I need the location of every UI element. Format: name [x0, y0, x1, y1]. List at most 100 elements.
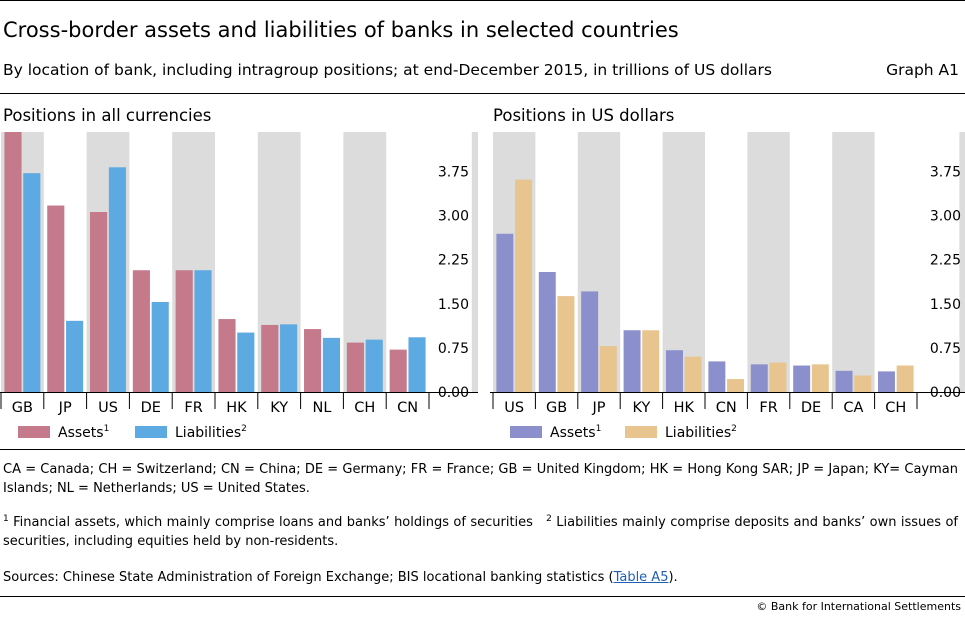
x-tick-label-hk: HK: [226, 400, 247, 416]
legend-swatch-liabilities: [625, 426, 657, 438]
bar-liabilities-fr: [194, 270, 212, 392]
bar-liabilities-us: [108, 167, 126, 392]
bar-liabilities-gb: [23, 173, 41, 392]
sources-suffix: ).: [668, 570, 678, 585]
bar-assets-ch: [877, 371, 895, 392]
legend-swatch-assets: [510, 426, 542, 438]
grid-band: [832, 132, 875, 392]
bar-liabilities-ky: [280, 324, 298, 392]
bar-liabilities-ky: [642, 330, 660, 392]
bar-assets-jp: [47, 205, 65, 392]
bar-assets-gb: [538, 272, 556, 392]
bar-assets-cn: [389, 349, 407, 392]
axis-band: [959, 132, 965, 392]
y-tick-label: 3.75: [438, 164, 469, 180]
x-tick-label-nl: NL: [313, 400, 332, 416]
x-tick-label-us: US: [98, 400, 118, 416]
y-tick-label: 1.50: [930, 297, 961, 313]
legend-footnote-1: 1: [596, 424, 602, 434]
bar-liabilities-de: [811, 364, 829, 392]
y-tick-label: 1.50: [438, 297, 469, 313]
y-tick-label: 0.75: [930, 341, 961, 357]
legend-label-liabilities: Liabilities2: [665, 424, 737, 441]
y-tick-label: 0.00: [930, 385, 961, 401]
bar-liabilities-gb: [557, 296, 575, 392]
bar-assets-de: [793, 365, 811, 392]
legend-label-assets: Assets1: [58, 424, 109, 441]
x-tick-label-ca: CA: [843, 400, 863, 416]
bar-assets-ca: [835, 370, 853, 392]
bar-assets-cn: [708, 361, 726, 392]
x-tick-label-gb: GB: [12, 400, 33, 416]
sources-note: Sources: Chinese State Administration of…: [3, 568, 678, 587]
x-tick-label-hk: HK: [674, 400, 695, 416]
bar-assets-de: [132, 270, 150, 392]
chart-all-currencies: GB JP US DE FR HK KY NL CH CN 0.00 0.75 1.50 2.25 3.00…: [0, 132, 478, 441]
left-panel-title: Positions in all currencies: [3, 106, 212, 125]
grid-band: [747, 132, 790, 392]
bar-liabilities-de: [151, 302, 169, 392]
graph-label: Graph A1: [886, 61, 959, 79]
bar-liabilities-cn: [408, 337, 426, 392]
right-panel-title: Positions in US dollars: [493, 106, 675, 125]
bar-liabilities-nl: [322, 337, 340, 392]
bar-assets-ch: [346, 342, 364, 392]
x-tick-label-de: DE: [141, 400, 161, 416]
grid-band: [662, 132, 705, 392]
bar-assets-hk: [218, 319, 236, 392]
legend-footnote-1: 1: [104, 424, 110, 434]
copyright: © Bank for International Settlements: [756, 600, 961, 613]
page-title: Cross-border assets and liabilities of b…: [3, 18, 679, 42]
page-subtitle: By location of bank, including intragrou…: [3, 61, 772, 79]
legend-label-liabilities: Liabilities2: [175, 424, 247, 441]
bar-assets-fr: [175, 270, 193, 392]
sources-text: Sources: Chinese State Administration of…: [3, 570, 614, 585]
footnote-2-marker: 2: [546, 514, 552, 524]
footnote-1-marker: 1: [3, 514, 9, 524]
x-tick-label-fr: FR: [759, 400, 777, 416]
bar-assets-gb: [4, 132, 22, 392]
legend-footnote-2: 2: [241, 424, 247, 434]
y-tick-label: 3.00: [438, 209, 469, 225]
bar-liabilities-jp: [66, 320, 84, 392]
bar-liabilities-ch: [365, 339, 383, 392]
x-tick-label-us: US: [504, 400, 524, 416]
legend-swatch-liabilities: [135, 426, 167, 438]
y-tick-label: 3.00: [930, 209, 961, 225]
bar-liabilities-cn: [727, 379, 745, 392]
y-tick-label: 3.75: [930, 164, 961, 180]
x-tick-label-ky: KY: [270, 400, 288, 416]
abbreviations-note: CA = Canada; CH = Switzerland; CN = Chin…: [3, 462, 958, 496]
bar-assets-us: [496, 233, 514, 392]
bar-liabilities-ch: [896, 365, 914, 392]
table-a5-link[interactable]: Table A5: [613, 570, 669, 585]
y-tick-label: 2.25: [438, 253, 469, 269]
x-tick-label-cn: CN: [716, 400, 737, 416]
x-tick-label-gb: GB: [546, 400, 567, 416]
x-tick-label-ky: KY: [632, 400, 650, 416]
bar-liabilities-hk: [684, 356, 702, 392]
y-tick-label: 0.00: [438, 385, 469, 401]
y-tick-label: 2.25: [930, 253, 961, 269]
bar-liabilities-ca: [854, 375, 872, 392]
notes-rule: [0, 449, 965, 450]
header-rule: [0, 93, 965, 94]
x-tick-label-jp: JP: [591, 400, 605, 416]
legend-footnote-2: 2: [731, 424, 737, 434]
bar-assets-fr: [750, 364, 768, 392]
bar-assets-nl: [304, 329, 322, 392]
legend-swatch-assets: [18, 426, 50, 438]
bar-liabilities-fr: [769, 362, 787, 392]
x-tick-label-cn: CN: [397, 400, 418, 416]
bar-assets-us: [90, 212, 108, 392]
x-tick-label-ch: CH: [354, 400, 375, 416]
footnote-2-text: Liabilities mainly comprise deposits and…: [3, 515, 958, 549]
x-tick-label-de: DE: [801, 400, 821, 416]
bar-assets-ky: [623, 330, 641, 392]
bar-assets-hk: [665, 350, 683, 392]
bar-liabilities-jp: [599, 346, 617, 392]
bar-assets-jp: [581, 291, 599, 392]
chart-us-dollars: US GB JP KY HK CN FR DE CA CH 0.00 0.75 1.50 2.25 3.00…: [490, 132, 965, 441]
x-tick-label-fr: FR: [184, 400, 202, 416]
bar-liabilities-us: [515, 179, 533, 392]
